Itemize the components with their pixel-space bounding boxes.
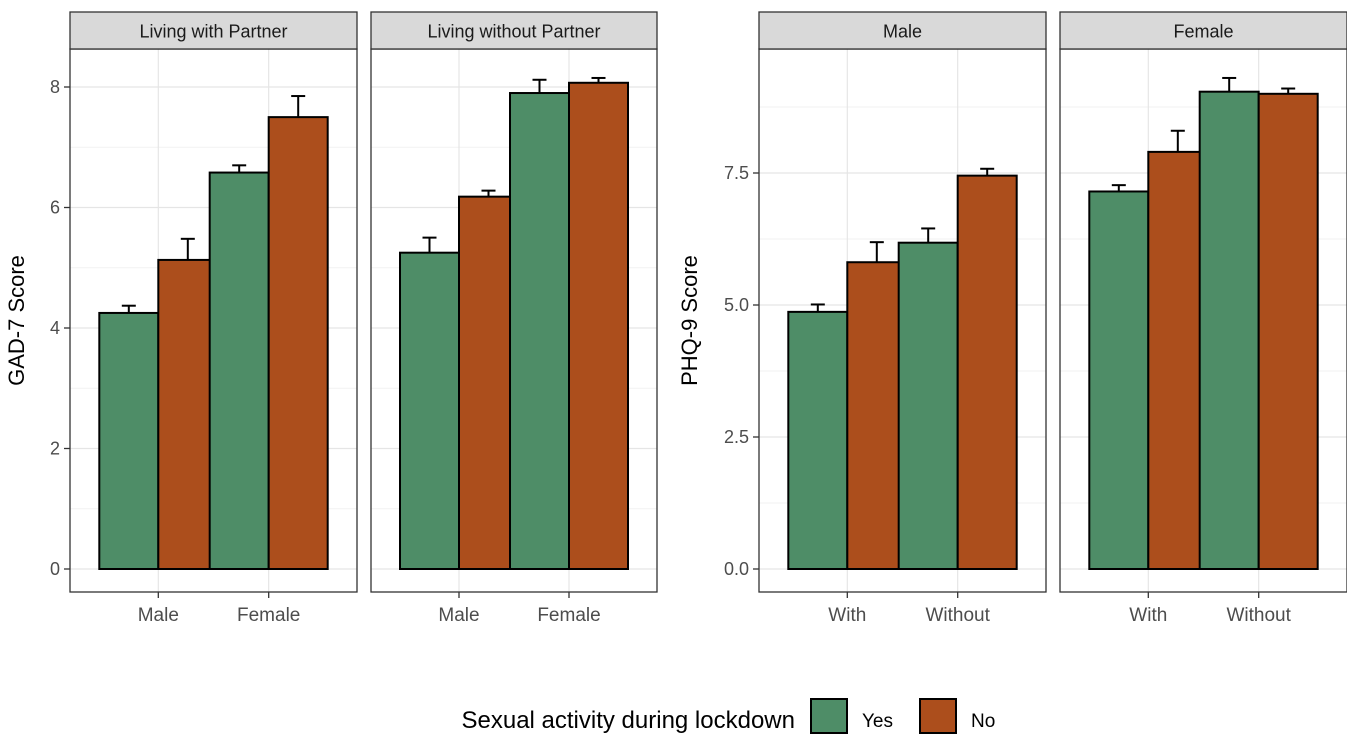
y-axis-title: PHQ-9 Score xyxy=(677,255,702,386)
y-tick-label: 6 xyxy=(50,198,60,218)
x-tick-label: Male xyxy=(138,605,179,626)
y-tick-label: 0 xyxy=(50,559,60,579)
facet-strip-label: Living without Partner xyxy=(427,22,600,42)
legend-label: No xyxy=(971,711,995,732)
facet-strip xyxy=(370,11,658,50)
bar xyxy=(846,261,908,570)
y-tick-label: 7.5 xyxy=(724,163,749,183)
legend-title: Sexual activity during lockdown xyxy=(461,707,795,734)
x-tick-label: Female xyxy=(237,605,300,626)
x-tick-label: Without xyxy=(925,605,990,626)
bar xyxy=(157,258,219,570)
bar xyxy=(267,116,329,570)
y-tick-label: 2 xyxy=(50,439,60,459)
y-tick-label: 2.5 xyxy=(724,427,749,447)
bar xyxy=(956,174,1018,570)
facet-strip xyxy=(758,11,1047,50)
y-tick-label: 0.0 xyxy=(724,559,749,579)
legend-swatch xyxy=(810,698,848,734)
bar xyxy=(208,171,270,570)
facet-strip-label: Male xyxy=(883,22,922,42)
bar xyxy=(1147,150,1209,570)
bar xyxy=(98,311,160,570)
x-tick-label: Female xyxy=(537,605,600,626)
x-tick-label: With xyxy=(828,605,866,626)
y-tick-label: 4 xyxy=(50,318,60,338)
legend-label: Yes xyxy=(862,711,893,732)
bar xyxy=(399,251,460,570)
bar xyxy=(1088,190,1150,570)
bar xyxy=(1257,92,1319,571)
x-tick-label: Without xyxy=(1226,605,1291,626)
bar xyxy=(509,92,570,571)
x-tick-label: Male xyxy=(438,605,479,626)
legend-swatch xyxy=(919,698,957,734)
y-tick-label: 5.0 xyxy=(724,295,749,315)
y-tick-label: 8 xyxy=(50,77,60,97)
bar xyxy=(897,241,959,570)
facet-strip-label: Living with Partner xyxy=(139,22,287,42)
bar xyxy=(458,195,519,570)
bar xyxy=(568,81,629,570)
facet-strip-label: Female xyxy=(1173,22,1233,42)
facet-strip xyxy=(1059,11,1347,50)
bar xyxy=(787,310,849,570)
bar xyxy=(1198,90,1260,571)
y-axis-title: GAD-7 Score xyxy=(4,255,29,386)
x-tick-label: With xyxy=(1129,605,1167,626)
facet-strip xyxy=(69,11,358,50)
